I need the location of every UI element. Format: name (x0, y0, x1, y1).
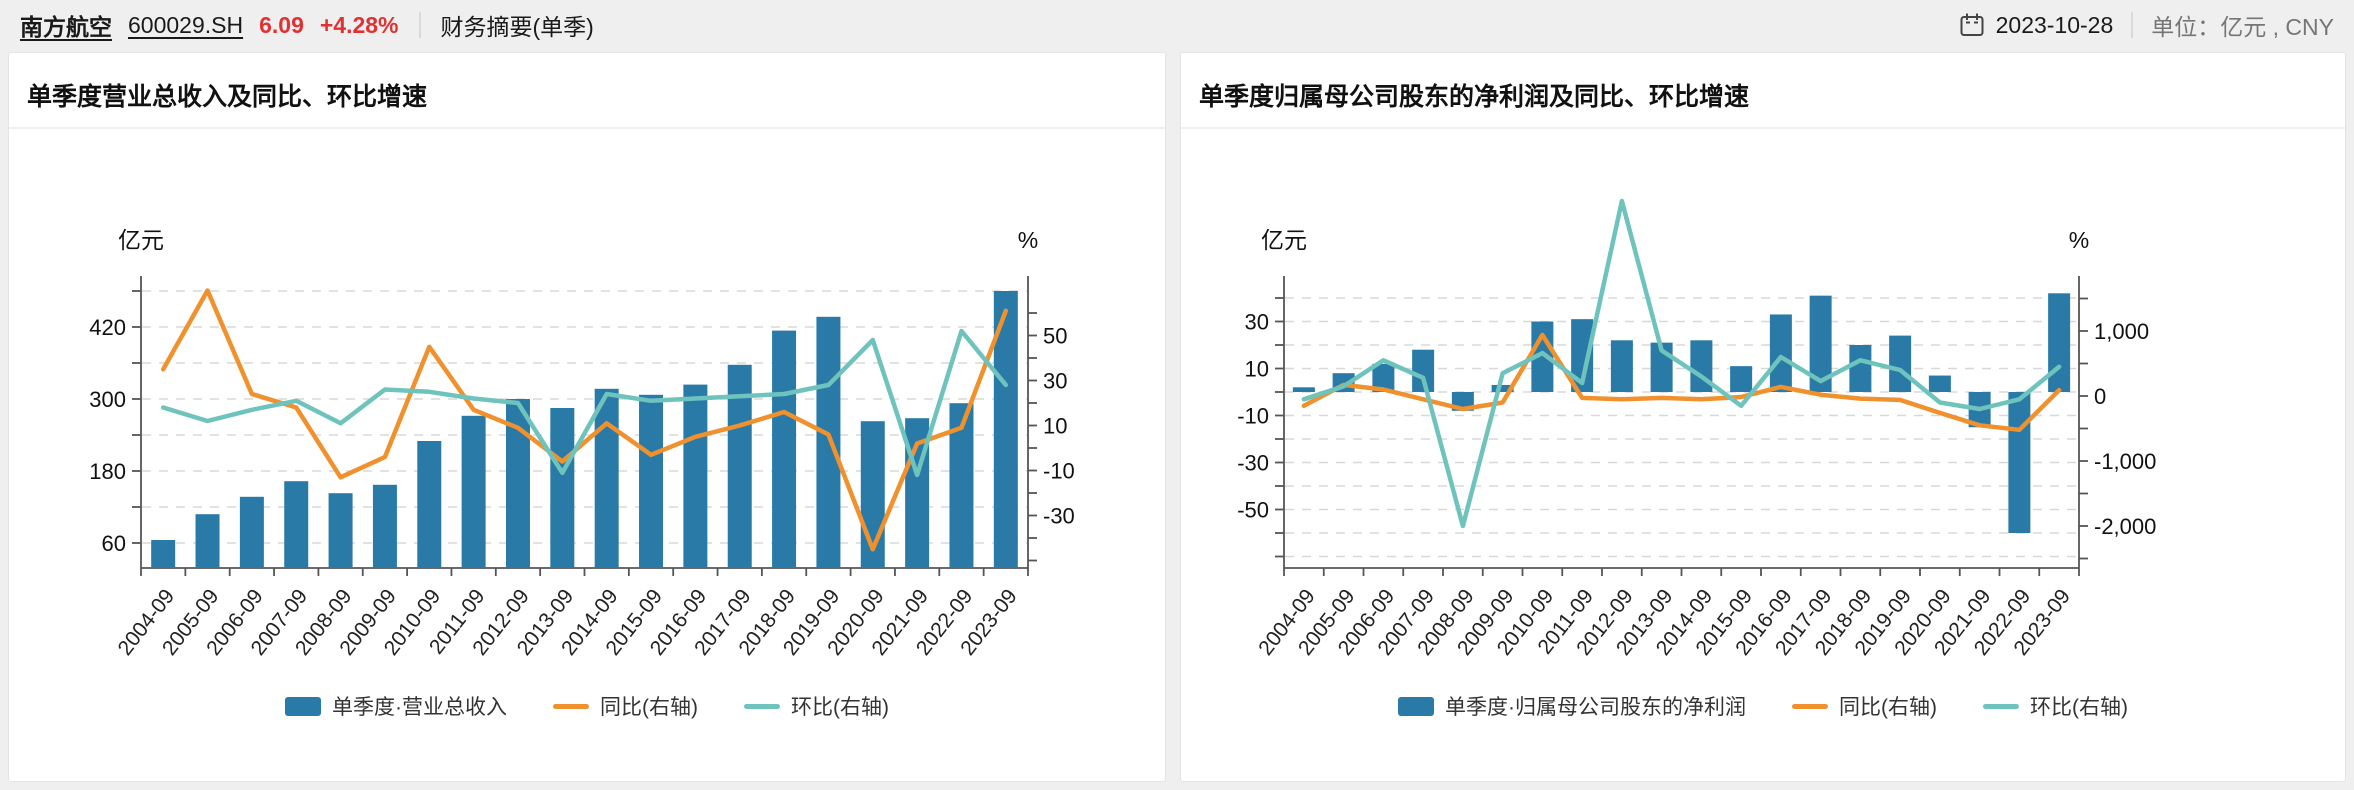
svg-text:30: 30 (1043, 369, 1067, 394)
calendar-icon[interactable] (1958, 11, 1986, 39)
stock-info-bar: 南方航空 600029.SH 6.09 +4.28% 财务摘要(单季) (20, 8, 594, 42)
svg-text:%: % (1018, 227, 1038, 253)
svg-text:-1,000: -1,000 (2094, 449, 2156, 474)
stock-code[interactable]: 600029.SH (128, 11, 244, 38)
header-divider (418, 12, 421, 38)
selected-date[interactable]: 2023-10-28 (1995, 11, 2114, 38)
report-title: 财务摘要(单季) (440, 14, 594, 40)
legend-item[interactable]: 同比(右轴) (553, 691, 698, 721)
chart-legend: 单季度·归属母公司股东的净利润 同比(右轴) 环比(右轴) (1181, 691, 2345, 721)
svg-text:-30: -30 (1237, 451, 1269, 476)
svg-text:0: 0 (2094, 384, 2106, 409)
svg-text:10: 10 (1245, 357, 1269, 382)
legend-label: 单季度·归属母公司股东的净利润 (1445, 696, 1746, 719)
svg-text:30: 30 (1245, 310, 1269, 335)
svg-text:180: 180 (89, 459, 126, 484)
header-right: 2023-10-28 单位：亿元 , CNY (1958, 8, 2334, 42)
legend-item[interactable]: 环比(右轴) (744, 691, 889, 721)
legend-bar-swatch (1398, 696, 1434, 716)
date-picker[interactable]: 2023-10-28 (1958, 11, 2114, 39)
svg-text:-10: -10 (1043, 459, 1075, 484)
legend-line-swatch (744, 703, 780, 709)
svg-text:1,000: 1,000 (2094, 319, 2149, 344)
legend-label: 环比(右轴) (791, 696, 889, 719)
legend-item[interactable]: 单季度·营业总收入 (285, 691, 507, 721)
profit-chart-panel: 30 10 -10 -30 -50 1,000 0 -1,000 -2,000 亿元% 2004-0… (1180, 52, 2346, 782)
svg-text:420: 420 (89, 315, 126, 340)
legend-line-swatch (1983, 703, 2019, 709)
svg-text:-30: -30 (1043, 504, 1075, 529)
legend-label: 环比(右轴) (2030, 696, 2128, 719)
svg-text:亿元: 亿元 (1261, 227, 1307, 253)
chart-legend: 单季度·营业总收入 同比(右轴) 环比(右轴) (9, 691, 1165, 721)
svg-text:10: 10 (1043, 414, 1067, 439)
panel-title: 单季度归属母公司股东的净利润及同比、环比增速 (1181, 53, 2345, 129)
svg-text:300: 300 (89, 387, 126, 412)
legend-line-swatch (553, 703, 589, 709)
stock-price: 6.09 (259, 11, 304, 38)
header-divider (2131, 12, 2134, 38)
svg-text:%: % (2069, 227, 2089, 253)
legend-label: 同比(右轴) (1839, 696, 1937, 719)
page-header: 南方航空 600029.SH 6.09 +4.28% 财务摘要(单季) 2023… (0, 0, 2354, 50)
panel-title: 单季度营业总收入及同比、环比增速 (9, 53, 1165, 129)
legend-item[interactable]: 单季度·归属母公司股东的净利润 (1398, 691, 1746, 721)
revenue-chart-panel: 420 300 180 60 50 30 10 -10 -30 亿元% 2004-09 2005-09… (8, 52, 1166, 782)
legend-bar-swatch (285, 696, 321, 716)
svg-text:60: 60 (102, 531, 126, 556)
stock-name[interactable]: 南方航空 (20, 14, 112, 40)
unit-label: 单位：亿元 , CNY (2151, 14, 2334, 40)
stock-change-percent: +4.28% (319, 11, 399, 38)
legend-line-swatch (1792, 703, 1828, 709)
legend-item[interactable]: 环比(右轴) (1983, 691, 2128, 721)
svg-text:50: 50 (1043, 324, 1067, 349)
svg-text:-10: -10 (1237, 404, 1269, 429)
svg-text:-2,000: -2,000 (2094, 514, 2156, 539)
legend-label: 单季度·营业总收入 (332, 696, 507, 719)
svg-text:-50: -50 (1237, 498, 1269, 523)
legend-item[interactable]: 同比(右轴) (1792, 691, 1937, 721)
svg-text:亿元: 亿元 (118, 227, 164, 253)
legend-label: 同比(右轴) (600, 696, 698, 719)
